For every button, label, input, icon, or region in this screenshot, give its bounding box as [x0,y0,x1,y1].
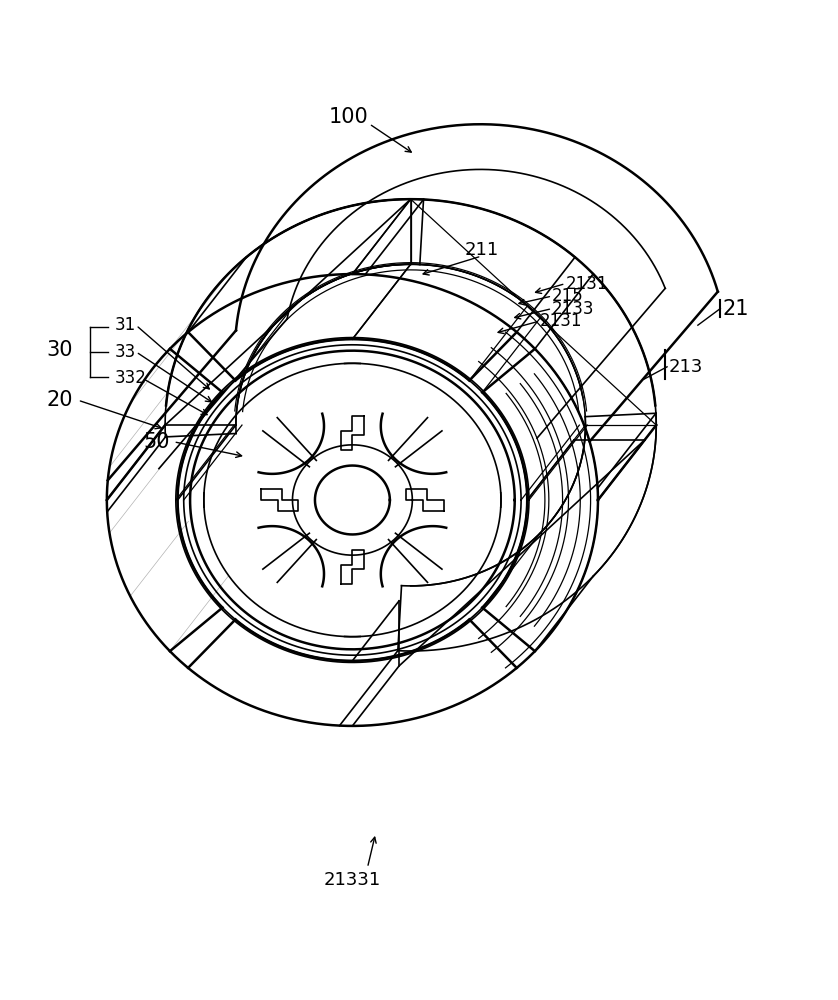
Text: 21: 21 [723,299,749,319]
Text: 30: 30 [46,340,73,360]
Text: 213: 213 [669,358,703,376]
Text: 20: 20 [46,390,73,410]
Text: 33: 33 [115,343,137,361]
Text: 332: 332 [115,369,147,387]
Text: 2131: 2131 [540,312,582,330]
Text: 21331: 21331 [323,871,381,889]
Text: 50: 50 [143,432,170,452]
Text: 2131: 2131 [566,275,608,293]
Text: 100: 100 [328,107,368,127]
Text: 31: 31 [115,316,137,334]
Text: 2133: 2133 [552,300,595,318]
Text: 211: 211 [464,241,499,259]
Text: 215: 215 [552,287,584,305]
